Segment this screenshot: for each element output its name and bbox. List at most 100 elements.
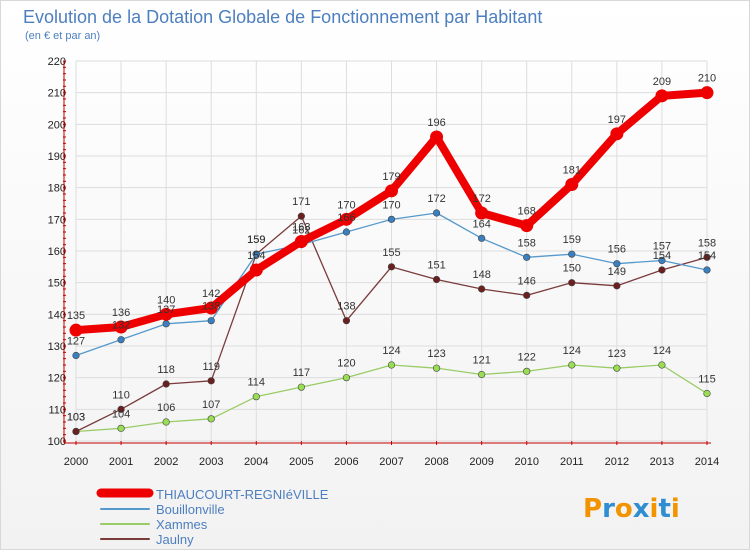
data-label-jaulny-2004: 159 bbox=[247, 234, 265, 246]
data-label-bouillonville-2009: 164 bbox=[472, 218, 490, 230]
data-label-bouillonville-2011: 159 bbox=[563, 234, 581, 246]
data-label-xammes-2005: 117 bbox=[293, 367, 311, 379]
data-point-thiaucourt-regni-ville-2005 bbox=[294, 235, 308, 248]
data-label-thiaucourt-regni-ville-2001: 136 bbox=[112, 307, 130, 319]
data-point-bouillonville-2008 bbox=[432, 209, 441, 217]
data-point-jaulny-2011 bbox=[568, 279, 576, 287]
y-tick-label-220: 220 bbox=[48, 56, 66, 68]
data-point-xammes-2014 bbox=[703, 389, 711, 398]
data-point-jaulny-2002 bbox=[162, 380, 170, 388]
data-label-thiaucourt-regni-ville-2007: 179 bbox=[382, 171, 400, 183]
data-point-thiaucourt-regni-ville-2002 bbox=[159, 307, 173, 321]
data-label-thiaucourt-regni-ville-2002: 140 bbox=[157, 294, 175, 306]
data-label-thiaucourt-regni-ville-2000: 135 bbox=[67, 310, 85, 322]
data-point-xammes-2003 bbox=[207, 415, 215, 423]
data-point-bouillonville-2014 bbox=[703, 266, 711, 274]
data-label-jaulny-2012: 149 bbox=[608, 266, 626, 278]
chart-title: Evolution de la Dotation Globale de Fonc… bbox=[23, 7, 542, 27]
data-label-xammes-2007: 124 bbox=[382, 345, 400, 357]
data-point-xammes-2001 bbox=[117, 424, 125, 432]
data-point-xammes-2011 bbox=[568, 361, 576, 369]
data-label-thiaucourt-regni-ville-2014: 210 bbox=[698, 73, 716, 85]
data-point-xammes-2006 bbox=[342, 374, 351, 382]
data-label-thiaucourt-regni-ville-2006: 170 bbox=[337, 199, 355, 211]
data-point-thiaucourt-regni-ville-2004 bbox=[249, 263, 263, 277]
data-label-jaulny-2013: 154 bbox=[653, 250, 671, 262]
data-point-thiaucourt-regni-ville-2010 bbox=[520, 219, 534, 233]
x-tick-label-2013: 2013 bbox=[650, 456, 674, 468]
y-tick-label-210: 210 bbox=[48, 88, 66, 100]
data-label-bouillonville-2002: 137 bbox=[157, 304, 175, 316]
y-tick-label-140: 140 bbox=[48, 309, 66, 321]
data-point-thiaucourt-regni-ville-2009 bbox=[475, 206, 489, 220]
data-point-xammes-2010 bbox=[523, 367, 531, 375]
data-label-xammes-2011: 124 bbox=[563, 345, 581, 357]
x-tick-label-2007: 2007 bbox=[379, 456, 403, 468]
y-tick-label-130: 130 bbox=[48, 341, 66, 353]
data-label-xammes-2013: 124 bbox=[653, 345, 671, 357]
data-point-jaulny-2007 bbox=[387, 263, 396, 271]
logo-letter: i bbox=[671, 494, 680, 524]
data-label-thiaucourt-regni-ville-2012: 197 bbox=[608, 114, 626, 126]
data-point-bouillonville-2007 bbox=[387, 215, 396, 223]
data-point-xammes-2009 bbox=[478, 370, 486, 379]
x-tick-label-2008: 2008 bbox=[424, 456, 448, 468]
data-label-xammes-2006: 120 bbox=[337, 358, 355, 370]
y-tick-label-160: 160 bbox=[48, 246, 66, 258]
data-point-jaulny-2013 bbox=[658, 266, 666, 274]
data-label-bouillonville-2008: 172 bbox=[427, 193, 445, 205]
x-tick-label-2003: 2003 bbox=[199, 456, 223, 468]
data-label-jaulny-2009: 148 bbox=[472, 269, 490, 281]
data-point-bouillonville-2011 bbox=[568, 250, 576, 258]
data-point-xammes-2007 bbox=[387, 361, 396, 369]
logo-letter: o bbox=[615, 494, 633, 524]
x-tick-label-2004: 2004 bbox=[244, 456, 268, 468]
chart-subtitle: (en € et par an) bbox=[25, 30, 100, 42]
data-point-xammes-2008 bbox=[432, 364, 441, 372]
data-label-xammes-2014: 115 bbox=[698, 374, 716, 386]
data-point-thiaucourt-regni-ville-2006 bbox=[339, 212, 353, 226]
data-point-thiaucourt-regni-ville-2011 bbox=[565, 178, 579, 191]
data-label-jaulny-2001: 110 bbox=[112, 389, 130, 401]
legend-label-jaulny: Jaulny bbox=[156, 532, 194, 547]
y-tick-label-200: 200 bbox=[48, 119, 66, 131]
x-tick-label-2006: 2006 bbox=[334, 456, 358, 468]
data-point-bouillonville-2010 bbox=[523, 253, 531, 261]
series-group bbox=[69, 86, 714, 436]
data-label-jaulny-2003: 119 bbox=[202, 361, 220, 373]
data-label-xammes-2001: 104 bbox=[112, 408, 130, 420]
data-label-bouillonville-2001: 132 bbox=[112, 320, 130, 332]
data-point-thiaucourt-regni-ville-2001 bbox=[114, 320, 128, 334]
data-point-thiaucourt-regni-ville-2008 bbox=[430, 130, 444, 144]
data-label-bouillonville-2012: 156 bbox=[608, 244, 626, 256]
data-point-bouillonville-2001 bbox=[117, 336, 125, 344]
data-label-thiaucourt-regni-ville-2013: 209 bbox=[653, 76, 671, 88]
x-tick-label-2002: 2002 bbox=[154, 456, 178, 468]
data-label-bouillonville-2013: 157 bbox=[653, 241, 671, 253]
x-tick-label-2014: 2014 bbox=[695, 456, 719, 468]
data-point-xammes-2013 bbox=[658, 361, 666, 369]
x-tick-label-2005: 2005 bbox=[289, 456, 313, 468]
data-label-bouillonville-2003: 138 bbox=[202, 301, 220, 313]
data-point-xammes-2005 bbox=[297, 383, 305, 391]
data-label-thiaucourt-regni-ville-2010: 168 bbox=[518, 206, 536, 218]
logo-letter: x bbox=[633, 494, 650, 524]
legend-label-thiaucourt: THIAUCOURT-REGNIéVILLE bbox=[156, 487, 329, 502]
data-labels: 103 104 106 107 114 117 120 124 123 121 122 124 123 1… bbox=[67, 73, 716, 424]
data-point-bouillonville-2003 bbox=[207, 317, 215, 325]
y-tick-label-180: 180 bbox=[48, 183, 66, 195]
data-label-bouillonville-2000: 127 bbox=[67, 336, 85, 348]
data-label-thiaucourt-regni-ville-2005: 163 bbox=[292, 222, 310, 234]
x-tick-label-2001: 2001 bbox=[109, 456, 133, 468]
data-label-jaulny-2014: 158 bbox=[698, 237, 716, 249]
data-point-jaulny-2006 bbox=[342, 317, 351, 325]
data-point-thiaucourt-regni-ville-2003 bbox=[204, 301, 218, 315]
legend: THIAUCOURT-REGNIéVILLE Bouillonville Xam… bbox=[96, 487, 329, 547]
x-tick-label-2011: 2011 bbox=[560, 456, 584, 468]
data-label-xammes-2003: 107 bbox=[202, 399, 220, 411]
data-label-bouillonville-2006: 166 bbox=[337, 212, 355, 224]
data-label-bouillonville-2014: 154 bbox=[698, 250, 716, 262]
y-tick-label-110: 110 bbox=[48, 404, 66, 416]
data-point-thiaucourt-regni-ville-2013 bbox=[655, 89, 669, 103]
